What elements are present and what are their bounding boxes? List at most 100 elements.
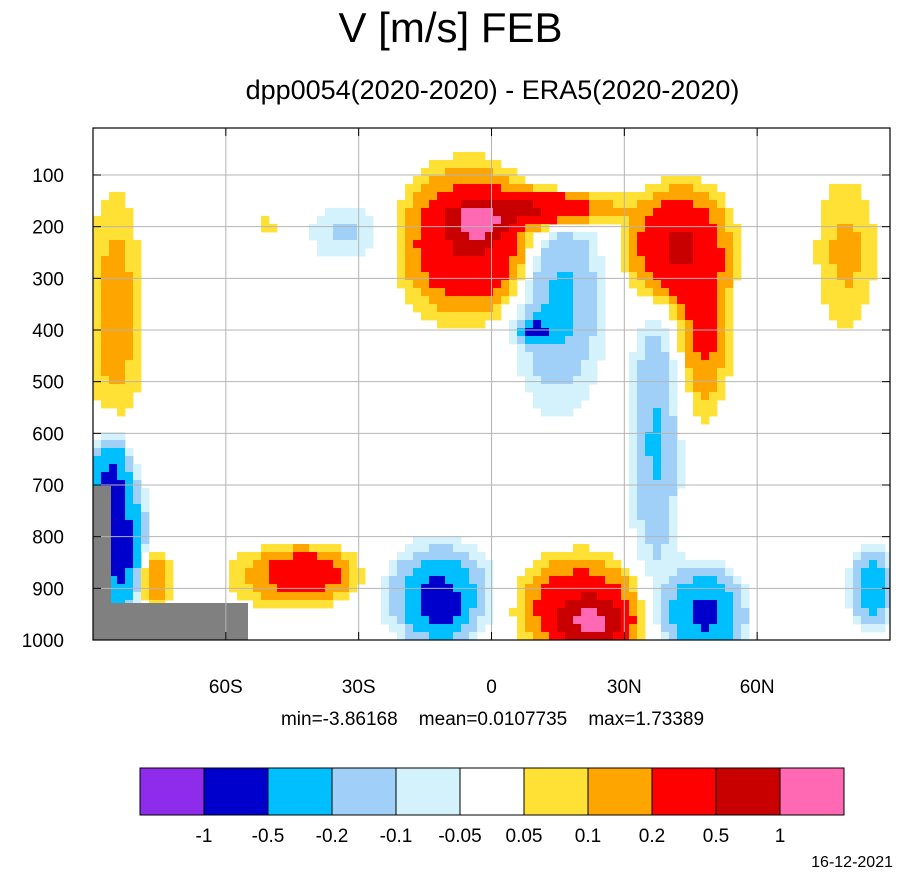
contour-cell (645, 368, 654, 377)
contour-cell (853, 608, 862, 617)
contour-cell (269, 576, 278, 585)
contour-cell (701, 392, 710, 401)
contour-cell (653, 352, 662, 361)
contour-cell (437, 208, 446, 217)
contour-cell (525, 568, 534, 577)
contour-cell (405, 264, 414, 273)
contour-cell (541, 256, 550, 265)
contour-cell (709, 392, 718, 401)
contour-cell (661, 552, 670, 561)
contour-cell (653, 392, 662, 401)
contour-cell (477, 216, 486, 225)
contour-cell (669, 504, 678, 513)
contour-cell (533, 256, 542, 265)
contour-cell (469, 600, 478, 609)
contour-cell (397, 264, 406, 273)
contour-cell (325, 576, 334, 585)
contour-cell (821, 264, 830, 273)
contour-cell (117, 224, 126, 233)
contour-cell (709, 192, 718, 201)
contour-cell (845, 272, 854, 281)
contour-cell (341, 576, 350, 585)
contour-cell (637, 488, 646, 497)
contour-cell (349, 216, 358, 225)
contour-cell (125, 528, 134, 537)
contour-cell (141, 592, 150, 601)
contour-cell (325, 224, 334, 233)
contour-cell (853, 272, 862, 281)
contour-cell (653, 400, 662, 409)
contour-cell (349, 552, 358, 561)
contour-cell (533, 208, 542, 217)
contour-cell (661, 248, 670, 257)
contour-cell (637, 360, 646, 369)
contour-cell (629, 496, 638, 505)
contour-cell (573, 544, 582, 553)
contour-cell (549, 320, 558, 329)
contour-cell (709, 264, 718, 273)
contour-cell (541, 280, 550, 289)
contour-cell (869, 256, 878, 265)
axes: 60S 30S 0 30N 60N100200300400500600700800900… (22, 128, 890, 698)
contour-cell (645, 240, 654, 249)
contour-cell (645, 480, 654, 489)
contour-cell (245, 560, 254, 569)
contour-cell (645, 560, 654, 569)
contour-cell (589, 632, 598, 640)
contour-cell (101, 264, 110, 273)
contour-cell (125, 576, 134, 585)
contour-cell (829, 256, 838, 265)
contour-cell (717, 568, 726, 577)
contour-cell (349, 560, 358, 569)
contour-cell (557, 568, 566, 577)
contour-cell (333, 560, 342, 569)
contour-cell (653, 440, 662, 449)
contour-cell (549, 256, 558, 265)
contour-cell (717, 264, 726, 273)
contour-cell (133, 376, 142, 385)
contour-cell (709, 600, 718, 609)
contour-cell (877, 624, 886, 633)
contour-cell (237, 576, 246, 585)
contour-cell (133, 512, 142, 521)
contour-cell (861, 248, 870, 257)
contour-cell (693, 624, 702, 633)
contour-cell (117, 552, 126, 561)
contour-cell (125, 280, 134, 289)
contour-cell (469, 248, 478, 257)
contour-cell (573, 360, 582, 369)
contour-cell (125, 384, 134, 393)
contour-cell (645, 216, 654, 225)
contour-cell (157, 552, 166, 561)
contour-cell (637, 464, 646, 473)
contour-cell (557, 560, 566, 569)
contour-cell (733, 600, 742, 609)
contour-cell (237, 592, 246, 601)
contour-cell (605, 600, 614, 609)
contour-cell (341, 216, 350, 225)
contour-cell (301, 576, 310, 585)
contour-cell (589, 376, 598, 385)
contour-cell (517, 624, 526, 633)
contour-cell (637, 248, 646, 257)
contour-cell (429, 240, 438, 249)
contour-cell (485, 240, 494, 249)
contour-cell (653, 432, 662, 441)
contour-cell (605, 576, 614, 585)
contour-cell (261, 544, 270, 553)
contour-cell (661, 344, 670, 353)
contour-cell (597, 552, 606, 561)
contour-cell (461, 552, 470, 561)
contour-cell (413, 616, 422, 625)
contour-cell (413, 304, 422, 313)
colorbar-swatch (459, 767, 525, 816)
contour-cell (685, 560, 694, 569)
grid-lines (93, 128, 890, 641)
contour-cell (629, 224, 638, 233)
contour-cell (117, 360, 126, 369)
contour-cell (853, 560, 862, 569)
contour-cell (125, 304, 134, 313)
contour-cell (589, 248, 598, 257)
contour-cell (397, 568, 406, 577)
contour-cell (461, 216, 470, 225)
